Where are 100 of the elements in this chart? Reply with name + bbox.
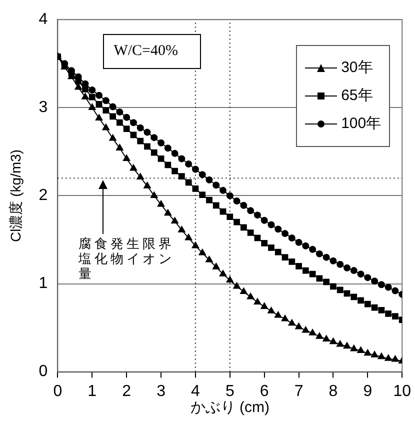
point xyxy=(206,196,212,204)
point xyxy=(116,144,124,150)
x-axis-title: かぶり (cm) xyxy=(190,399,270,416)
point xyxy=(185,179,192,186)
point xyxy=(184,234,192,240)
point xyxy=(116,108,124,116)
point xyxy=(268,306,275,314)
point xyxy=(192,185,199,192)
point xyxy=(385,310,392,317)
point xyxy=(130,119,137,126)
point xyxy=(164,162,172,168)
point xyxy=(288,258,296,265)
point xyxy=(206,176,213,184)
point xyxy=(178,226,186,232)
point xyxy=(336,340,344,347)
y-axis-title: Cl濃度 (kg/m3) xyxy=(7,149,24,242)
x-tick-label: 1 xyxy=(88,382,97,400)
point xyxy=(371,304,378,311)
point xyxy=(308,328,316,336)
point xyxy=(233,197,240,204)
point xyxy=(316,250,323,258)
point xyxy=(246,292,254,300)
point xyxy=(130,164,138,171)
point xyxy=(323,278,330,286)
point xyxy=(212,262,220,270)
point xyxy=(350,294,358,300)
point xyxy=(192,242,200,248)
point xyxy=(357,346,364,353)
point xyxy=(378,352,386,360)
point xyxy=(164,209,172,216)
point xyxy=(364,274,372,282)
point xyxy=(212,182,220,189)
point xyxy=(88,94,96,100)
point xyxy=(336,260,344,268)
point xyxy=(88,86,96,94)
point xyxy=(295,238,302,246)
x-tick-label: 10 xyxy=(393,382,412,400)
point xyxy=(274,311,282,318)
point xyxy=(260,216,268,224)
point xyxy=(116,119,123,126)
legend-label: 65年 xyxy=(341,86,373,106)
point xyxy=(158,156,164,162)
point xyxy=(102,107,110,114)
x-tick-label: 7 xyxy=(294,382,304,400)
point xyxy=(344,290,350,297)
point xyxy=(364,300,371,308)
point xyxy=(371,278,378,285)
point xyxy=(102,97,110,104)
point xyxy=(234,218,240,226)
point xyxy=(82,92,89,100)
point xyxy=(178,173,185,180)
point xyxy=(302,242,310,250)
point xyxy=(358,297,364,304)
point xyxy=(302,267,309,274)
legend-label: 30年 xyxy=(341,58,373,78)
point xyxy=(219,270,227,276)
point xyxy=(171,217,178,224)
point xyxy=(212,202,220,209)
point xyxy=(322,254,330,261)
point xyxy=(330,257,337,264)
x-tick-label: 6 xyxy=(260,382,269,400)
y-tick-label: 3 xyxy=(38,99,48,116)
point xyxy=(171,150,178,157)
annotation: 腐食発生限界塩化物イオン量 xyxy=(78,236,175,282)
point xyxy=(130,132,137,138)
point xyxy=(137,138,144,144)
point xyxy=(350,344,358,352)
point xyxy=(74,83,82,90)
x-tick-label: 5 xyxy=(225,382,234,400)
point xyxy=(392,313,398,320)
point xyxy=(240,288,248,294)
point xyxy=(226,192,234,200)
point xyxy=(302,326,310,333)
y-tick-label: 2 xyxy=(38,187,48,204)
point xyxy=(268,244,274,251)
point xyxy=(88,104,96,110)
point xyxy=(378,281,385,288)
point xyxy=(288,234,296,242)
point xyxy=(192,166,199,173)
point xyxy=(254,234,261,242)
point xyxy=(254,298,262,305)
point xyxy=(261,240,268,246)
point xyxy=(316,332,324,339)
point xyxy=(123,114,130,121)
point xyxy=(282,230,289,238)
point xyxy=(336,286,344,294)
point xyxy=(109,134,116,141)
point xyxy=(330,338,337,344)
point xyxy=(392,287,399,294)
y-tick-label: 1 xyxy=(38,275,48,292)
y-tick-label: 0 xyxy=(38,363,48,380)
point xyxy=(198,248,206,256)
point xyxy=(260,302,268,309)
point xyxy=(185,160,192,168)
point xyxy=(109,103,116,110)
point xyxy=(268,221,275,228)
point xyxy=(343,264,350,272)
point xyxy=(357,270,364,278)
x-tick-label: 2 xyxy=(122,382,132,400)
point xyxy=(309,270,316,278)
